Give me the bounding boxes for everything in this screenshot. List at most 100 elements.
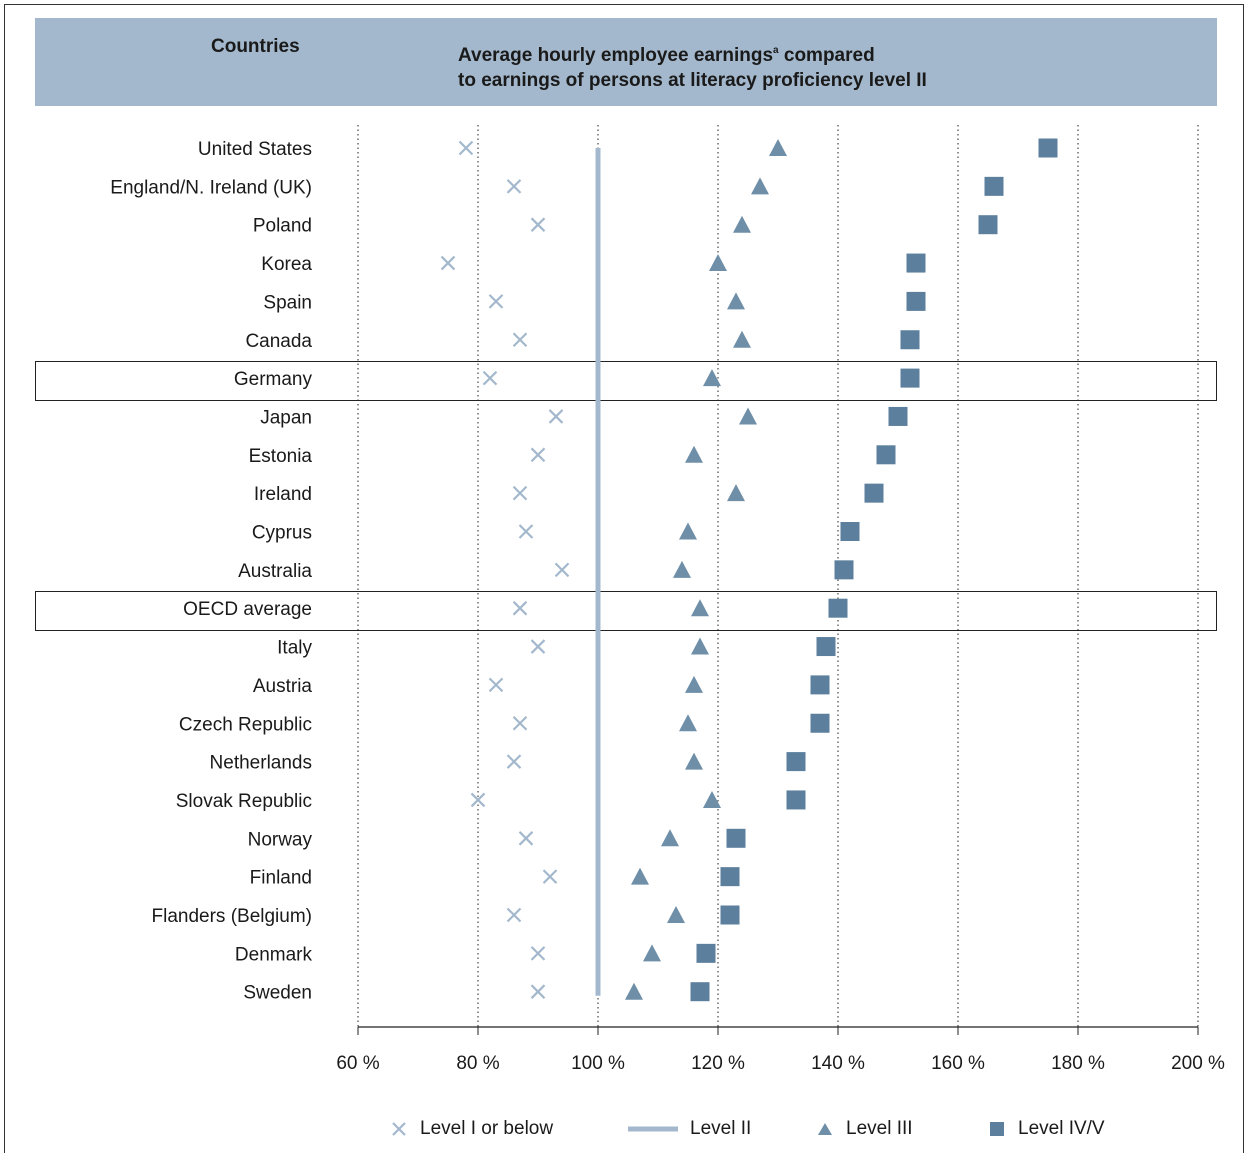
x-tick-label: 60 %	[336, 1053, 379, 1074]
level3-point	[709, 254, 727, 272]
level1-point	[512, 332, 528, 348]
level3-point	[691, 599, 709, 617]
category-label: Czech Republic	[179, 714, 312, 735]
level3-point	[685, 445, 703, 463]
legend-label-level2: Level II	[690, 1118, 752, 1139]
legend-item-level45: Level IV/V	[988, 1115, 1105, 1143]
level1-point	[440, 255, 456, 271]
level1-point	[512, 485, 528, 501]
level1-point	[554, 562, 570, 578]
legend-item-level2: Level II	[628, 1115, 751, 1143]
level45-point	[888, 406, 908, 426]
level3-point	[685, 675, 703, 693]
level45-point	[900, 330, 920, 350]
level3-point	[661, 829, 679, 847]
square-marker-icon	[990, 1122, 1004, 1136]
level3-point	[643, 944, 661, 962]
level1-point	[458, 140, 474, 156]
category-label: United States	[198, 139, 312, 160]
level45-point	[726, 828, 746, 848]
level3-point	[739, 407, 757, 425]
title-line1: Average hourly employee earnings	[458, 45, 774, 66]
level45-point	[720, 867, 740, 887]
level45-point	[900, 368, 920, 388]
level3-point	[685, 752, 703, 770]
chart-frame	[4, 4, 1244, 1153]
line-marker-icon	[628, 1126, 678, 1132]
category-label: Norway	[248, 829, 313, 850]
level3-point	[751, 177, 769, 195]
level1-point	[530, 984, 546, 999]
category-label: Canada	[245, 331, 312, 352]
level3-point	[727, 484, 745, 502]
level45-point	[834, 560, 854, 580]
x-tick-label: 160 %	[931, 1053, 985, 1074]
category-label: Australia	[238, 561, 312, 582]
level45-point	[810, 713, 830, 733]
x-tick-label: 140 %	[811, 1053, 865, 1074]
level3-point	[673, 560, 691, 578]
level1-point	[488, 294, 504, 309]
category-label: Spain	[263, 292, 312, 313]
level1-point	[530, 639, 546, 654]
category-label: Italy	[277, 638, 312, 659]
x-tick-label: 120 %	[691, 1053, 745, 1074]
level3-point	[703, 369, 721, 387]
title-line2: to earnings of persons at literacy profi…	[458, 70, 927, 91]
level1-point	[512, 715, 528, 731]
level1-point	[506, 754, 522, 769]
level45-point	[978, 215, 998, 235]
level1-point	[512, 600, 528, 616]
category-label: Slovak Republic	[176, 791, 312, 812]
level45-point	[876, 445, 896, 465]
level3-point	[769, 139, 787, 156]
level1-point	[470, 792, 486, 808]
level45-point	[984, 176, 1004, 196]
level45-point	[786, 752, 806, 772]
level1-point	[518, 524, 534, 539]
level1-point	[530, 217, 546, 232]
level45-point	[864, 483, 884, 503]
category-label: Poland	[253, 216, 312, 237]
level45-point	[1038, 138, 1058, 158]
level1-point	[542, 869, 558, 884]
level3-point	[727, 292, 745, 310]
category-label: Flanders (Belgium)	[152, 906, 313, 927]
cross-marker-icon	[392, 1122, 406, 1136]
level1-point	[506, 179, 522, 194]
category-label: Germany	[234, 369, 313, 390]
level3-point	[703, 790, 721, 808]
level45-point	[720, 905, 740, 925]
highlight-box-germany	[35, 361, 1217, 401]
level45-point	[810, 675, 830, 695]
level1-point	[518, 831, 534, 846]
level1-point	[548, 409, 564, 424]
level1-point	[488, 677, 504, 693]
level45-point	[696, 943, 716, 963]
highlight-box-oecd	[35, 591, 1217, 631]
x-tick-label: 100 %	[571, 1053, 625, 1074]
category-label: Denmark	[235, 944, 313, 965]
level3-point	[691, 637, 709, 655]
category-label: Korea	[261, 254, 312, 275]
category-label: Sweden	[243, 983, 312, 1004]
level1-point	[482, 370, 498, 386]
legend-item-level3: Level III	[816, 1115, 913, 1143]
legend: Level I or below Level II Level III Leve…	[0, 1115, 1248, 1143]
legend-label-level1: Level I or below	[420, 1118, 554, 1139]
level45-point	[828, 598, 848, 618]
category-label: Japan	[260, 407, 312, 428]
level45-point	[690, 982, 710, 1002]
title-line1-rest: compared	[778, 45, 875, 66]
x-tick-label: 180 %	[1051, 1053, 1105, 1074]
level3-point	[679, 522, 697, 540]
category-label: England/N. Ireland (UK)	[110, 177, 312, 198]
category-label: Finland	[250, 868, 312, 889]
countries-header: Countries	[211, 36, 300, 57]
x-tick-label: 200 %	[1171, 1053, 1225, 1074]
level45-point	[840, 522, 860, 541]
level45-point	[786, 790, 806, 810]
category-label: OECD average	[183, 599, 312, 620]
legend-label-level45: Level IV/V	[1018, 1118, 1105, 1139]
legend-label-level3: Level III	[846, 1118, 913, 1139]
